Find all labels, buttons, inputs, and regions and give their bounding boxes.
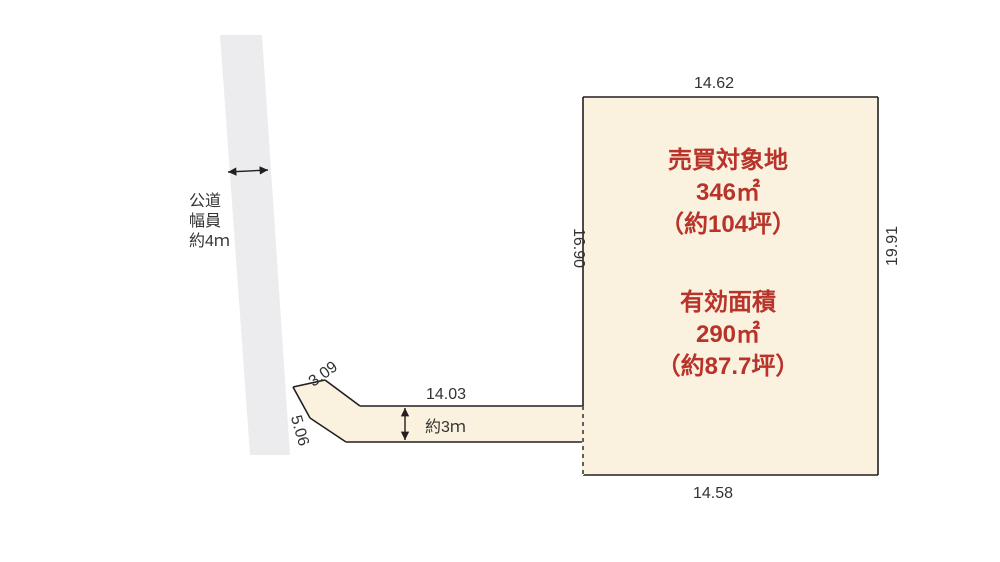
lot-info-line: （約104坪） bbox=[660, 210, 796, 238]
dim-left-lot: 16.90 bbox=[570, 228, 587, 268]
plot-diagram: 公道幅員約4ｍ14.6219.9116.9014.5814.033.095.06… bbox=[0, 0, 1000, 562]
lot-info-line: 売買対象地 bbox=[668, 146, 788, 174]
road-label-line: 幅員 bbox=[189, 212, 221, 230]
dim-top: 14.62 bbox=[694, 75, 734, 92]
dim-bottom-left: 14.03 bbox=[426, 386, 466, 403]
road-label-line: 公道 bbox=[189, 192, 221, 210]
dim-diag-2: 5.06 bbox=[287, 413, 312, 448]
public-road bbox=[220, 35, 290, 455]
dim-right: 19.91 bbox=[884, 226, 901, 266]
path-width-label: 約3ｍ bbox=[425, 418, 466, 436]
lot-info-line: （約87.7坪） bbox=[657, 352, 800, 380]
lot-info-line: 有効面積 bbox=[680, 288, 776, 316]
dim-bottom-right: 14.58 bbox=[693, 485, 733, 502]
road-label-line: 約4ｍ bbox=[189, 232, 230, 250]
lot-info-line: 346㎡ bbox=[696, 178, 760, 206]
lot-area bbox=[293, 97, 878, 475]
lot-info-line: 290㎡ bbox=[696, 320, 760, 348]
